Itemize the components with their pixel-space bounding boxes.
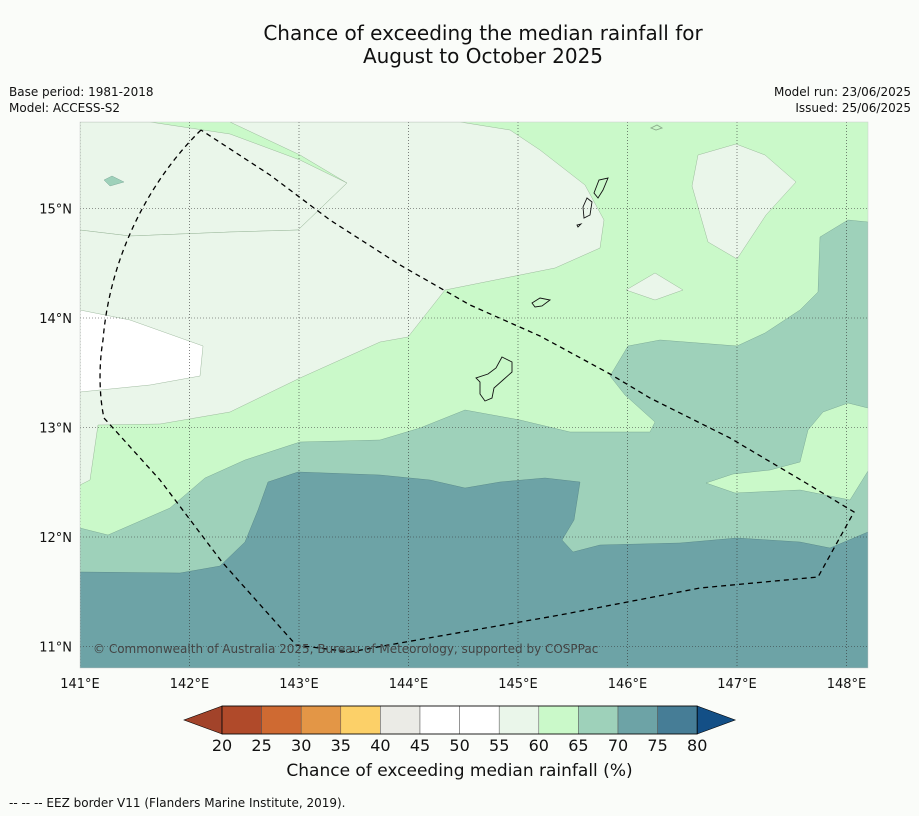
issued-date: Issued: 25/06/2025 [795, 101, 911, 115]
lon-tick-label: 145°E [498, 677, 538, 692]
colorbar-tick-label: 65 [568, 736, 588, 755]
longitude-labels: 141°E 142°E 143°E 144°E 145°E 146°E 147°E 148°E [60, 677, 866, 692]
lon-tick-label: 148°E [827, 677, 867, 692]
lon-tick-label: 146°E [608, 677, 648, 692]
lon-tick-label: 144°E [389, 677, 429, 692]
plot-frame [79, 121, 869, 669]
island-aguijan [576, 223, 583, 228]
colorbar-over-arrow [696, 705, 737, 735]
colorbar-segment [221, 705, 262, 735]
colorbar-tick-label: 35 [331, 736, 351, 755]
base-period: Base period: 1981-2018 [9, 85, 154, 99]
meta-right: Model run: 23/06/2025 Issued: 25/06/2025 [774, 84, 911, 116]
lat-tick-label: 13°N [39, 422, 72, 437]
colorbar-segment [657, 705, 698, 735]
island-guam [475, 356, 513, 402]
islands [475, 124, 664, 402]
island-saipan [593, 177, 609, 199]
colorbar-tick-label: 30 [291, 736, 311, 755]
colorbar-tick-label: 45 [410, 736, 430, 755]
colorbar-under-arrow [183, 705, 223, 735]
latitude-labels: 15°N 14°N 13°N 12°N 11°N [39, 203, 72, 656]
colorbar-segment [380, 705, 421, 735]
zone-50-55-west [80, 309, 204, 393]
colorbar-tick-label: 55 [489, 736, 509, 755]
zone-55-60-patch [625, 272, 684, 301]
zone-55-60-northeast [691, 143, 797, 260]
colorbar-tick-label: 60 [529, 736, 549, 755]
zone-70-75 [80, 471, 868, 668]
model-run: Model run: 23/06/2025 [773, 85, 911, 99]
colorbar-segment [459, 705, 500, 735]
lon-tick-label: 147°E [717, 677, 757, 692]
colorbar-tick-label: 25 [251, 736, 271, 755]
zone-65-70-patch [103, 175, 125, 187]
title-line-1: Chance of exceeding the median rainfall … [263, 21, 703, 45]
lat-tick-label: 12°N [39, 531, 72, 546]
meta-left: Base period: 1981-2018 Model: ACCESS-S2 [9, 84, 154, 116]
island-rota [531, 297, 552, 308]
lat-tick-label: 11°N [39, 641, 72, 656]
map-title: Chance of exceeding the median rainfall … [0, 22, 919, 68]
lon-tick-label: 142°E [170, 677, 210, 692]
island-farallon [649, 124, 664, 131]
colorbar: 20 25 30 35 40 45 50 55 60 65 70 75 80 [183, 705, 737, 755]
colorbar-segment [498, 705, 540, 735]
island-tinian [582, 197, 593, 219]
eez-border [99, 129, 855, 653]
lon-tick-label: 141°E [60, 677, 100, 692]
colorbar-tick-label: 80 [687, 736, 707, 755]
colorbar-segment [578, 705, 619, 735]
colorbar-label: Chance of exceeding median rainfall (%) [286, 761, 633, 781]
colorbar-segment [261, 705, 302, 735]
colorbar-tick-label: 20 [212, 736, 232, 755]
lat-tick-label: 15°N [39, 203, 72, 218]
zone-55-60-north [80, 122, 605, 486]
colorbar-frame [221, 705, 698, 735]
footnote: -- -- -- EEZ border V11 (Flanders Marine… [9, 796, 346, 810]
colorbar-segment [340, 705, 381, 735]
colorbar-tick-label: 75 [647, 736, 667, 755]
colorbar-segment [538, 705, 579, 735]
colorbar-tick-label: 40 [370, 736, 390, 755]
copyright-text: © Commonwealth of Australia 2025, Bureau… [93, 642, 598, 656]
colorbar-segment [300, 705, 342, 735]
graticule [80, 122, 868, 668]
map-plot-area: © Commonwealth of Australia 2025, Bureau… [80, 122, 868, 668]
lon-tick-label: 143°E [279, 677, 319, 692]
title-line-2: August to October 2025 [362, 44, 604, 68]
colorbar-tick-label: 70 [608, 736, 628, 755]
model-name: Model: ACCESS-S2 [9, 101, 121, 115]
lat-tick-label: 14°N [39, 312, 72, 327]
colorbar-segment [617, 705, 658, 735]
colorbar-tick-label: 50 [449, 736, 469, 755]
colorbar-segment [419, 705, 460, 735]
map-figure: © Commonwealth of Australia 2025, Bureau… [39, 121, 869, 755]
